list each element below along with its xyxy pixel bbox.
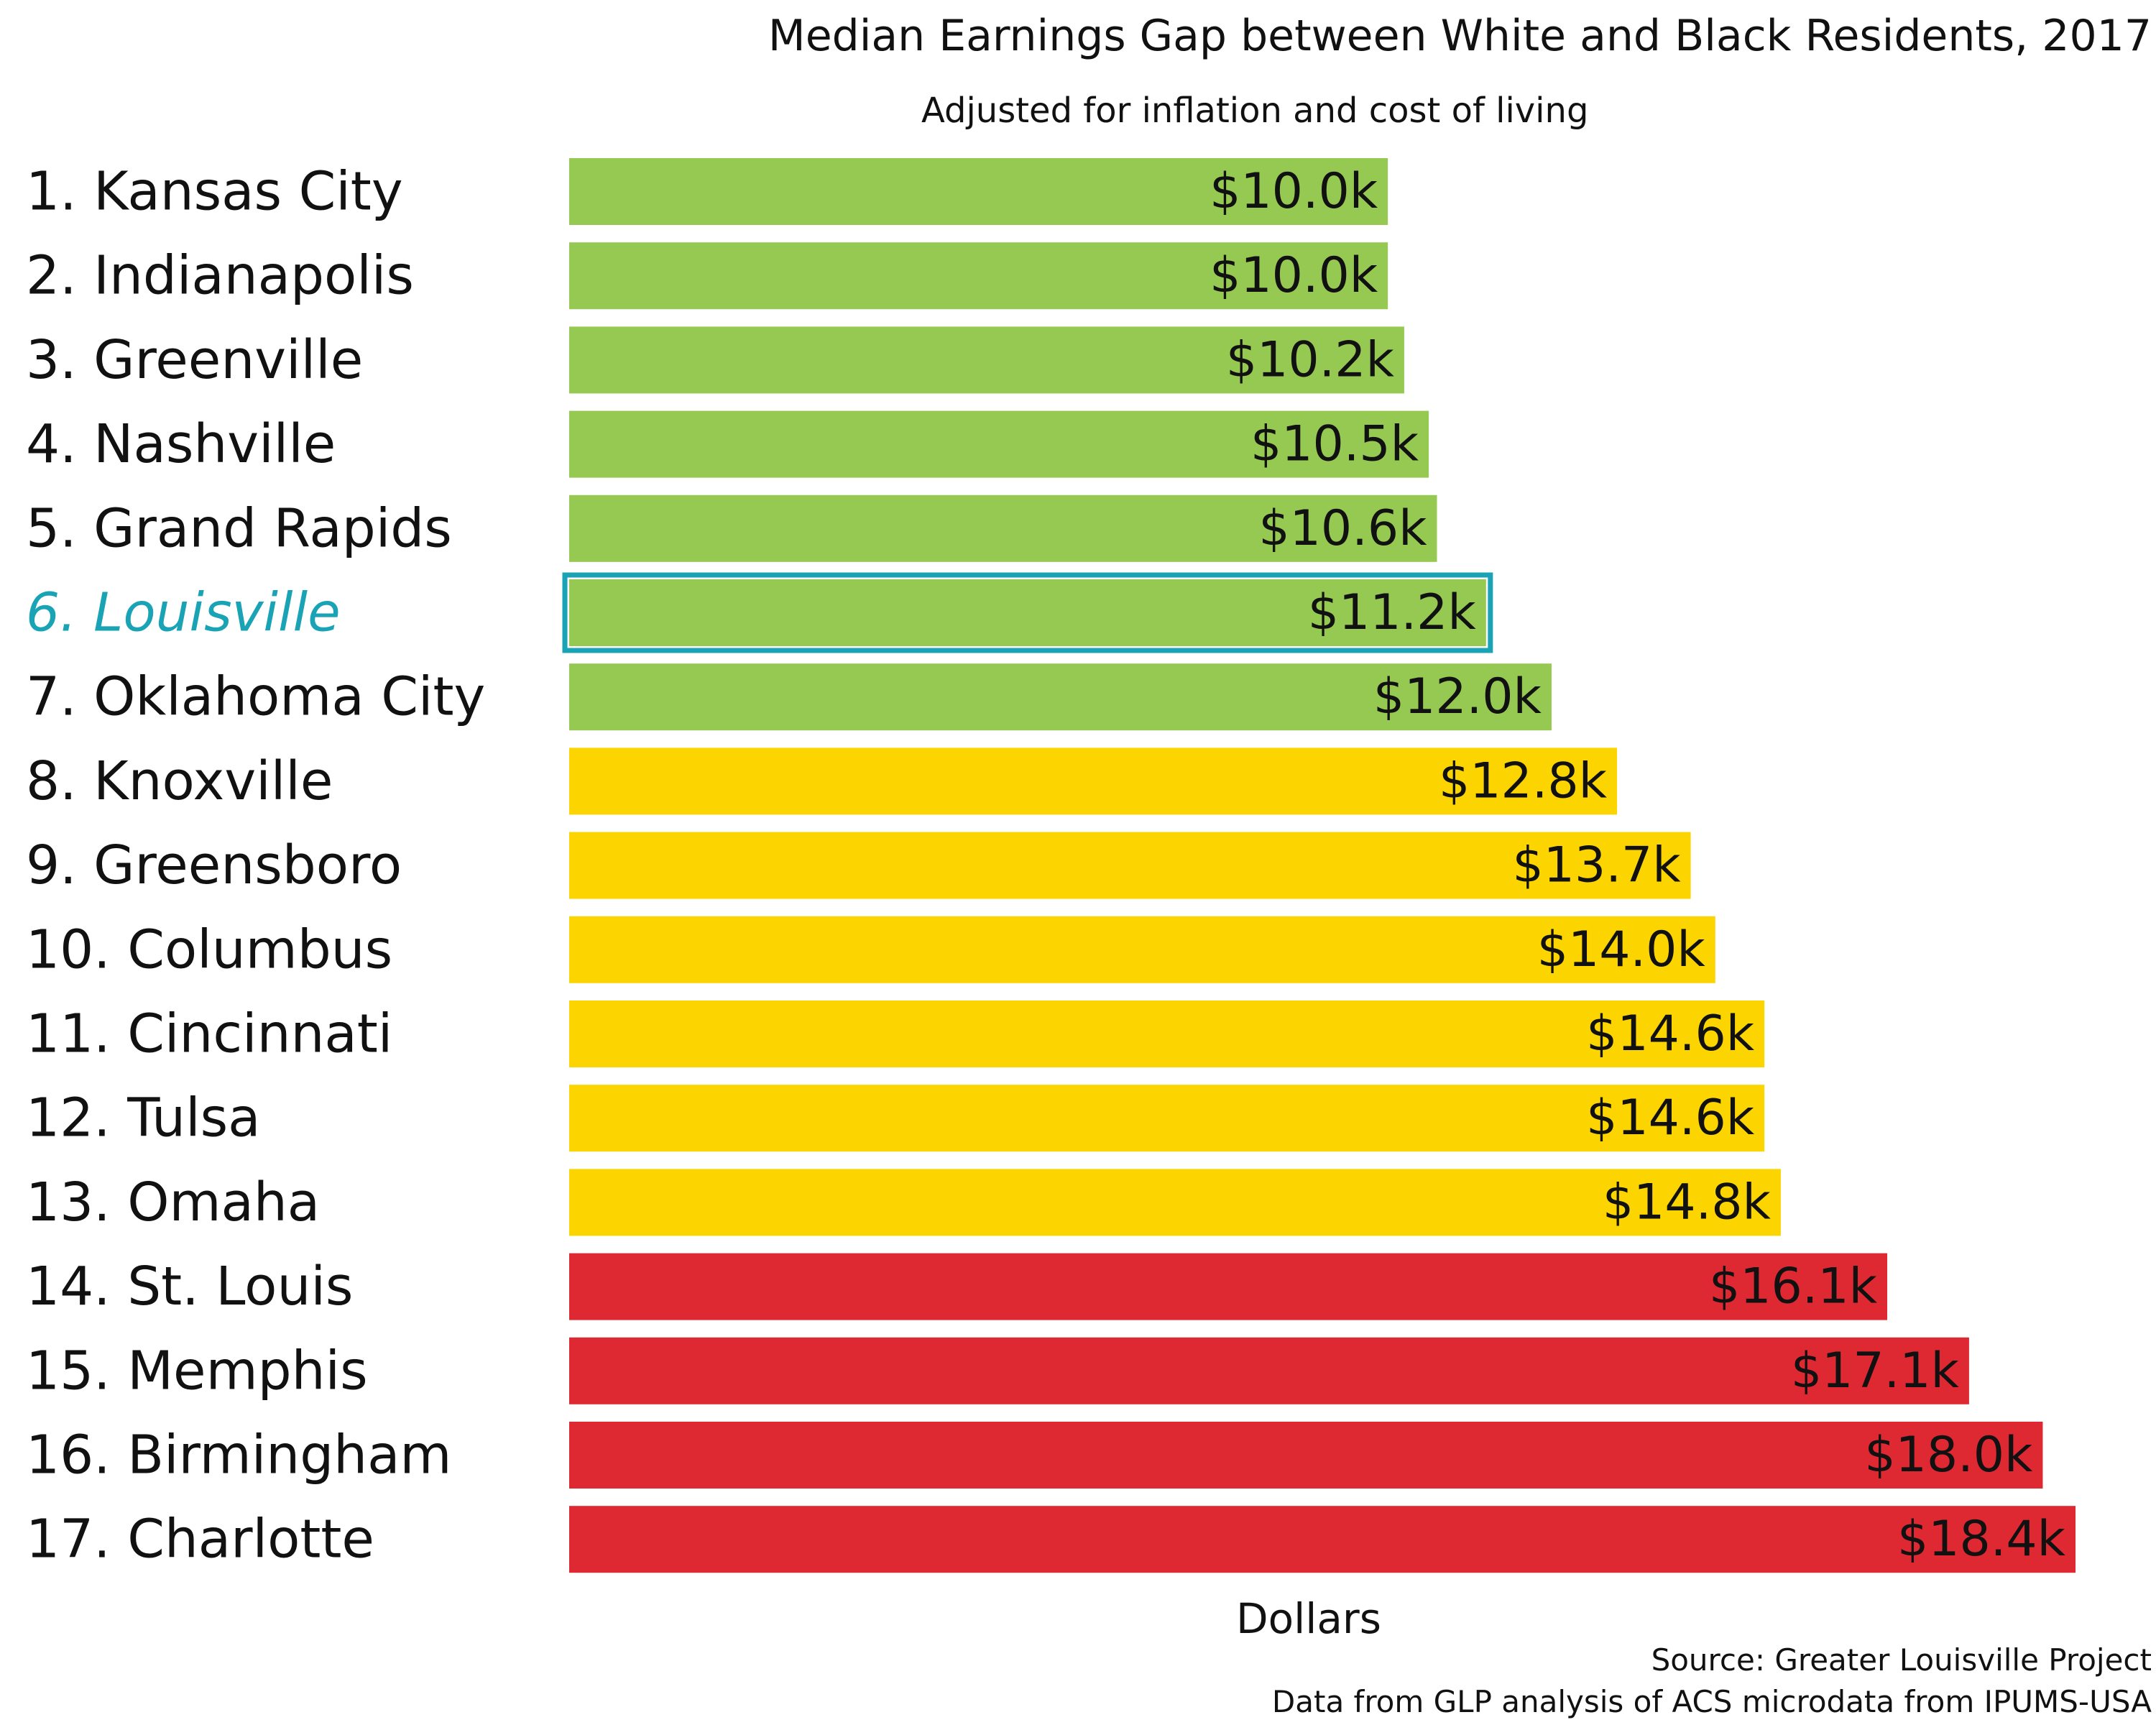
- value-label: $14.8k: [1603, 1174, 1772, 1230]
- value-label: $10.2k: [1226, 331, 1395, 388]
- category-label: 15. Memphis: [26, 1340, 368, 1402]
- category-label: 12. Tulsa: [26, 1087, 261, 1149]
- bar-indianapolis: [569, 242, 1388, 310]
- category-label: 13. Omaha: [26, 1172, 320, 1233]
- bar-kansas-city: [569, 158, 1388, 225]
- value-label: $16.1k: [1709, 1259, 1878, 1315]
- value-label: $10.5k: [1250, 416, 1419, 473]
- category-label: 4. Nashville: [26, 413, 336, 475]
- bar-nashville: [569, 410, 1429, 478]
- value-label: $12.0k: [1373, 668, 1542, 725]
- bar-greenville: [569, 326, 1404, 394]
- highlight-outline: [562, 572, 1493, 653]
- category-label: 6. Louisville: [26, 582, 341, 644]
- value-label: $18.0k: [1864, 1427, 2033, 1484]
- category-label: 16. Birmingham: [26, 1425, 452, 1486]
- chart-subtitle: Adjusted for inflation and cost of livin…: [921, 91, 1589, 131]
- value-label: $10.0k: [1210, 247, 1378, 304]
- category-label: 1. Kansas City: [26, 161, 403, 223]
- bar-st-louis: [569, 1253, 1887, 1320]
- category-label: 5. Grand Rapids: [26, 497, 452, 559]
- bar-cincinnati: [569, 1000, 1765, 1067]
- category-label: 17. Charlotte: [26, 1509, 374, 1570]
- value-label: $18.4k: [1897, 1511, 2066, 1568]
- category-label: 8. Knoxville: [26, 750, 333, 812]
- bar-oklahoma-city: [569, 663, 1552, 731]
- x-axis-label: Dollars: [1236, 1594, 1381, 1643]
- bar-columbus: [569, 916, 1715, 983]
- bar-greensboro: [569, 832, 1691, 899]
- value-label: $13.7k: [1513, 837, 1682, 894]
- value-label: $14.6k: [1586, 1006, 1755, 1062]
- bar-birmingham: [569, 1422, 2043, 1489]
- bar-omaha: [569, 1169, 1781, 1236]
- bar-louisville: [569, 579, 1486, 646]
- bar-tulsa: [569, 1085, 1765, 1152]
- bar-grand-rapids: [569, 494, 1437, 562]
- value-label: $12.8k: [1439, 753, 1608, 809]
- category-label: 10. Columbus: [26, 919, 392, 980]
- value-label: $17.1k: [1791, 1343, 1960, 1399]
- bar-knoxville: [569, 748, 1618, 815]
- category-label: 9. Greensboro: [26, 834, 402, 896]
- bar-memphis: [569, 1337, 1969, 1404]
- source-note: Source: Greater Louisville Project: [1651, 1642, 2152, 1678]
- category-label: 2. Indianapolis: [26, 245, 414, 307]
- category-label: 14. St. Louis: [26, 1256, 353, 1317]
- value-label: $10.6k: [1258, 500, 1427, 557]
- category-label: 7. Oklahoma City: [26, 666, 485, 728]
- category-label: 3. Greenville: [26, 329, 363, 391]
- value-label: $11.2k: [1308, 584, 1477, 641]
- data-note: Data from GLP analysis of ACS microdata …: [1271, 1684, 2152, 1719]
- value-label: $10.0k: [1210, 163, 1378, 220]
- value-label: $14.6k: [1586, 1090, 1755, 1146]
- value-label: $14.0k: [1537, 921, 1706, 978]
- bar-charlotte: [569, 1506, 2076, 1573]
- chart-title: Median Earnings Gap between White and Bl…: [768, 11, 2152, 61]
- category-label: 11. Cincinnati: [26, 1003, 392, 1065]
